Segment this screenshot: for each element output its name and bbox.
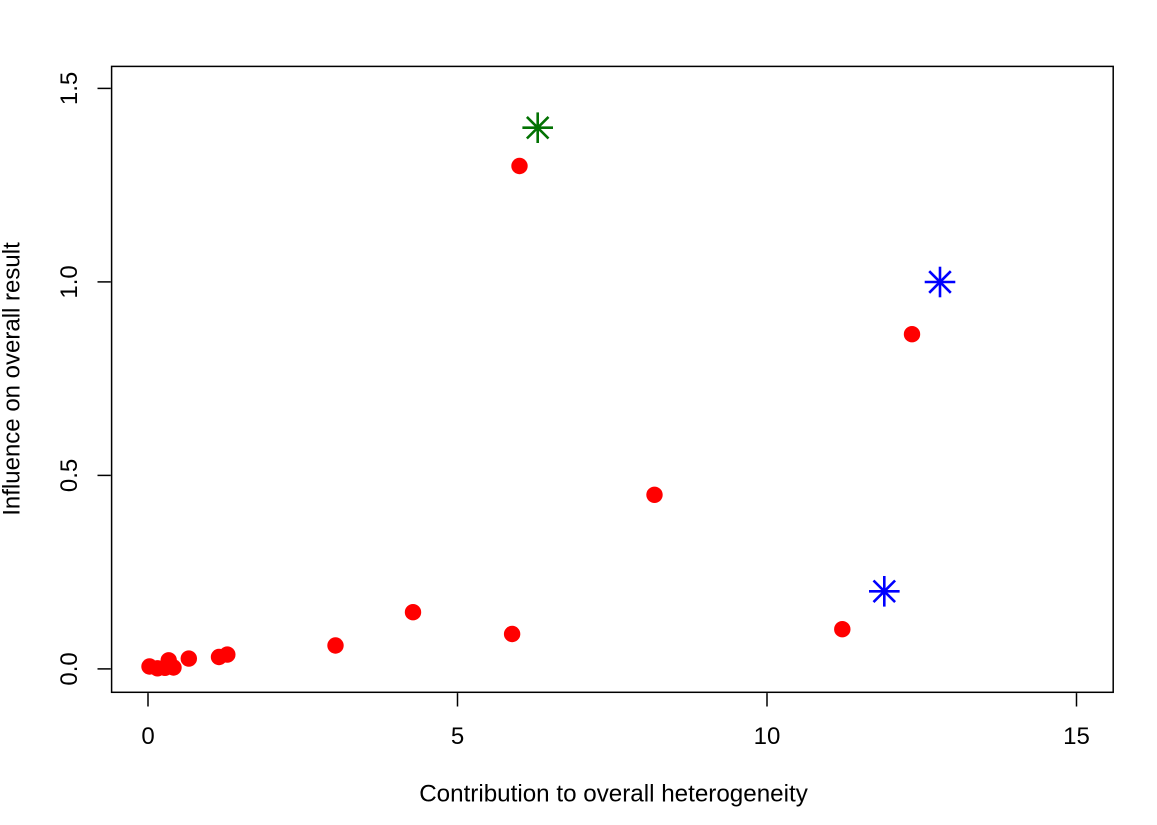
svg-text:5: 5	[451, 723, 464, 750]
svg-text:0.5: 0.5	[56, 459, 83, 492]
svg-text:1.0: 1.0	[56, 265, 83, 298]
svg-text:0.0: 0.0	[56, 652, 83, 685]
svg-text:1.5: 1.5	[56, 72, 83, 105]
svg-text:0: 0	[141, 723, 154, 750]
svg-text:15: 15	[1063, 723, 1090, 750]
svg-text:10: 10	[754, 723, 781, 750]
svg-text:Contribution to overall hetero: Contribution to overall heterogeneity	[419, 781, 808, 808]
svg-text:Influence on overall result: Influence on overall result	[0, 242, 25, 516]
